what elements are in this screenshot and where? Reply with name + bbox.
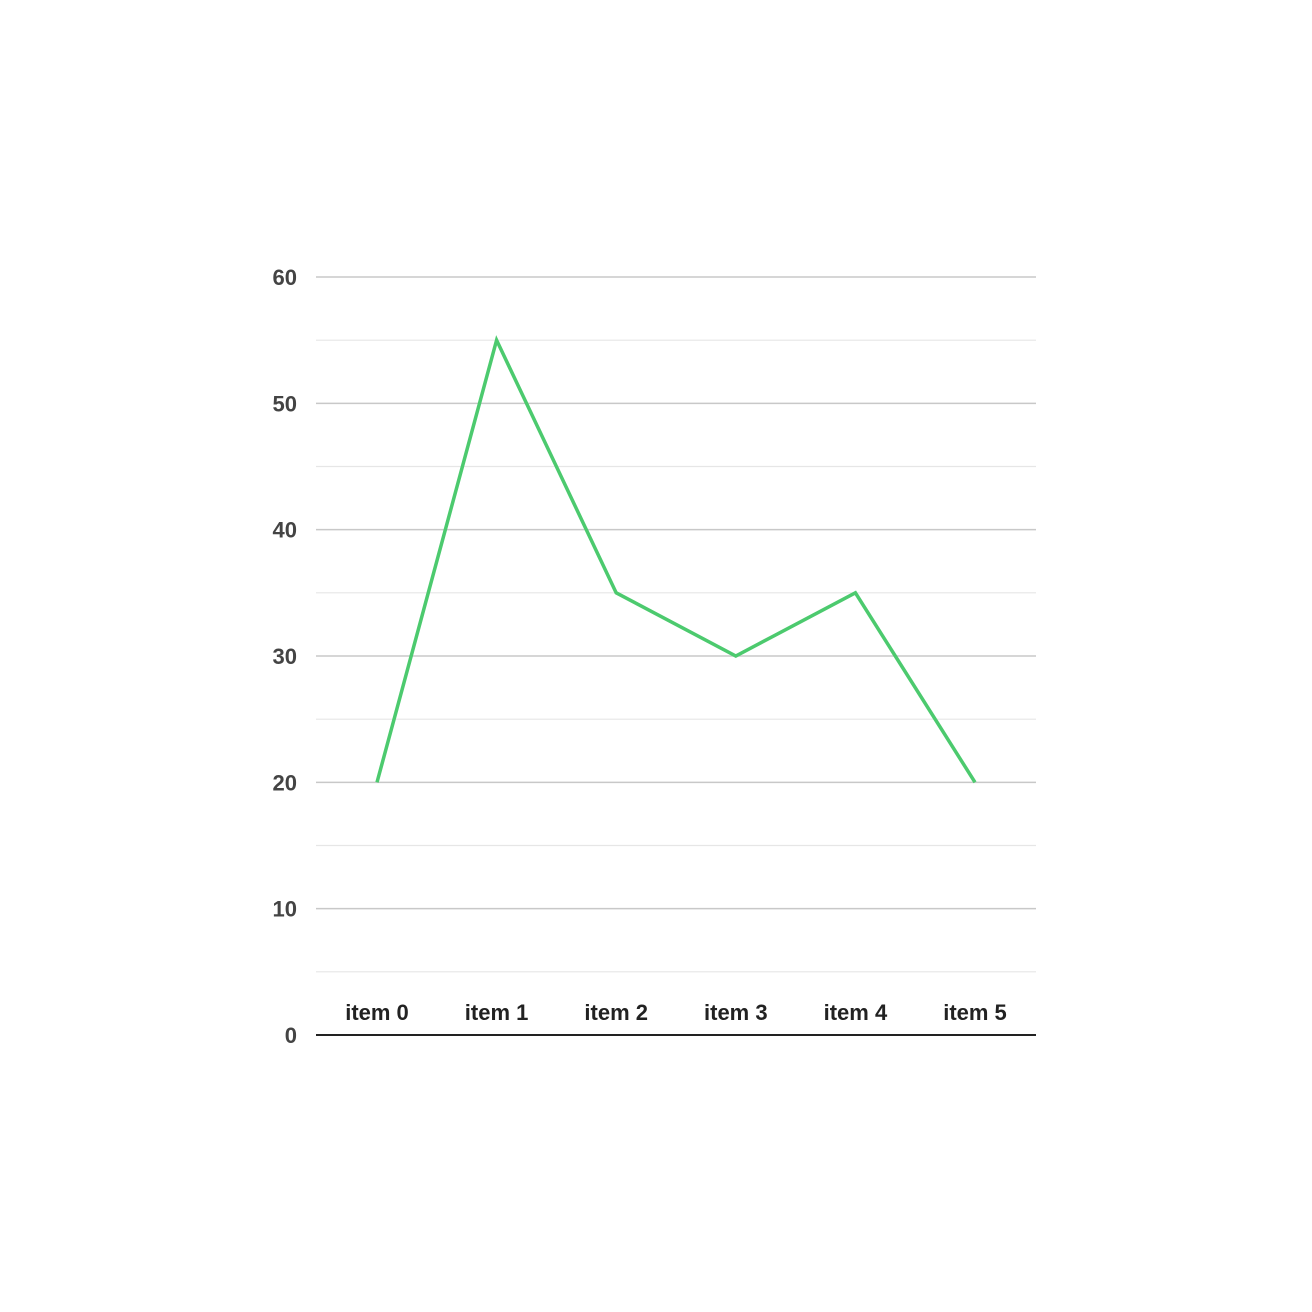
y-tick-label: 50 <box>273 391 297 416</box>
x-axis-ticks: item 0 item 1 item 2 item 3 item 4 item 5 <box>345 1000 1007 1025</box>
series-layer <box>375 335 977 784</box>
series-line <box>375 335 977 784</box>
x-tick-label: item 2 <box>584 1000 648 1025</box>
y-tick-label: 60 <box>273 265 297 290</box>
x-tick-label: item 3 <box>704 1000 768 1025</box>
y-tick-label: 10 <box>273 897 297 922</box>
y-axis-ticks: 0 10 20 30 40 50 60 <box>273 265 297 1048</box>
y-tick-label: 30 <box>273 644 297 669</box>
y-tick-label: 0 <box>285 1023 297 1048</box>
x-tick-label: item 1 <box>465 1000 529 1025</box>
x-tick-label: item 4 <box>824 1000 888 1025</box>
y-tick-label: 20 <box>273 770 297 795</box>
y-tick-label: 40 <box>273 518 297 543</box>
x-tick-label: item 0 <box>345 1000 409 1025</box>
x-tick-label: item 5 <box>943 1000 1007 1025</box>
grid-layer <box>316 276 1036 973</box>
